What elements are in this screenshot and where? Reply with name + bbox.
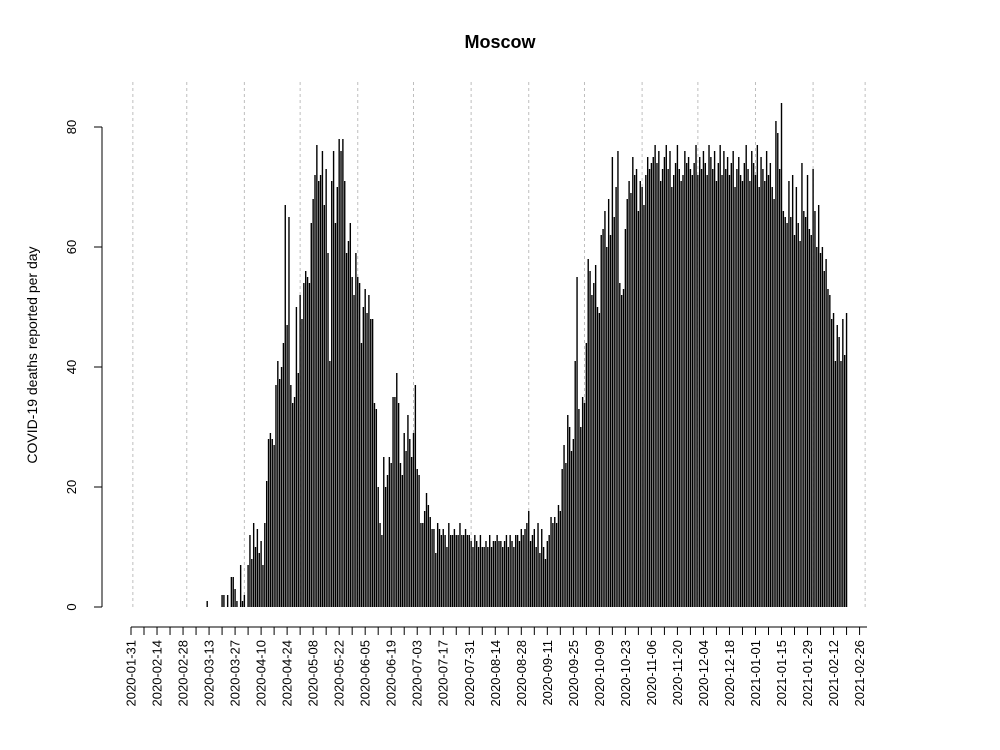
x-tick-label: 2020-10-09 — [592, 640, 607, 707]
x-tick-label: 2021-02-12 — [826, 640, 841, 707]
x-tick-label: 2020-02-14 — [150, 640, 165, 707]
x-tick-label: 2020-06-19 — [384, 640, 399, 707]
x-tick-label: 2021-01-29 — [800, 640, 815, 707]
x-tick-label: 2020-05-22 — [332, 640, 347, 707]
bar-series — [206, 103, 848, 607]
x-tick-label: 2020-02-28 — [176, 640, 191, 707]
x-tick-label: 2020-08-28 — [514, 640, 529, 707]
x-tick-label: 2020-09-11 — [540, 640, 555, 706]
y-tick-label: 80 — [64, 120, 79, 134]
x-tick-label: 2020-04-10 — [254, 640, 269, 707]
x-tick-label: 2020-12-04 — [696, 640, 711, 707]
y-tick-label: 60 — [64, 240, 79, 254]
x-tick-label: 2021-01-15 — [774, 640, 789, 707]
x-axis: 2020-01-31 2020-02-14 2020-02-28 2020-03-13… — [124, 626, 867, 707]
y-tick-label: 40 — [64, 360, 79, 374]
x-tick-label: 2020-05-08 — [306, 640, 321, 707]
x-tick-label: 2020-09-25 — [566, 640, 581, 707]
x-tick-label: 2020-07-17 — [436, 640, 451, 707]
x-tick-label: 2020-07-31 — [462, 640, 477, 707]
x-tick-label: 2020-04-24 — [280, 640, 295, 707]
y-axis-label: COVID-19 deaths reported per day — [24, 246, 40, 463]
y-tick-label: 0 — [64, 603, 79, 610]
y-tick-label: 20 — [64, 480, 79, 494]
x-tick-label: 2020-07-03 — [410, 640, 425, 707]
x-tick-label: 2020-06-05 — [358, 640, 373, 707]
x-tick-label: 2020-11-06 — [644, 640, 659, 706]
x-tick-label: 2021-01-01 — [748, 640, 763, 707]
x-tick-label: 2020-08-14 — [488, 640, 503, 707]
x-tick-label: 2020-11-20 — [670, 640, 685, 706]
chart-title: Moscow — [464, 32, 536, 52]
x-tick-label: 2020-01-31 — [124, 640, 139, 707]
x-tick-label: 2021-02-26 — [852, 640, 867, 707]
x-tick-label: 2020-10-23 — [618, 640, 633, 707]
x-tick-label: 2020-12-18 — [722, 640, 737, 707]
x-tick-label: 2020-03-13 — [202, 640, 217, 707]
x-tick-label: 2020-03-27 — [228, 640, 243, 707]
y-axis: 0 20 40 60 80 — [64, 120, 103, 611]
